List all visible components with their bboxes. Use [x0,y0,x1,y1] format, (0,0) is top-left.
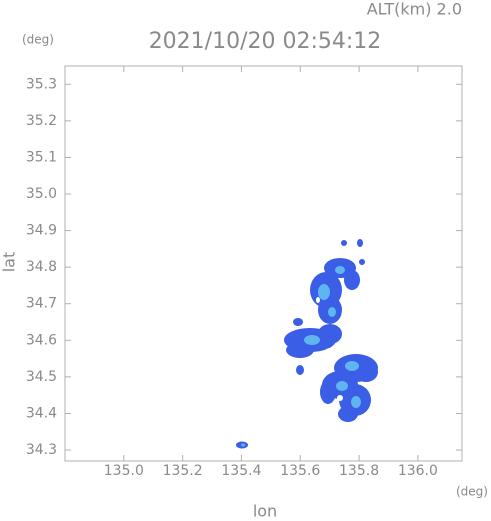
y-tick-label: 34.8 [26,259,57,275]
y-tick-label: 35.0 [26,186,57,202]
x-tick-label: 135.2 [163,463,203,479]
chart-title: 2021/10/20 02:54:12 [149,29,382,54]
x-axis-label: lon [253,502,277,521]
y-tick-label: 34.7 [26,296,57,312]
y-axis-label: lat [0,252,19,273]
y-tick-label: 34.5 [26,369,57,385]
y-unit: (deg) [22,33,54,47]
y-tick-label: 35.2 [26,113,57,129]
x-unit: (deg) [456,485,488,499]
y-tick-label: 35.3 [26,76,57,92]
plot-frame [64,65,463,462]
y-tick-label: 34.3 [26,442,57,458]
x-tick-label: 135.8 [339,463,379,479]
y-tick-label: 34.6 [26,332,57,348]
x-tick-label: 136.0 [398,463,438,479]
y-tick-label: 34.9 [26,223,57,239]
x-tick-label: 135.6 [280,463,320,479]
x-tick-label: 135.4 [221,463,261,479]
y-tick-label: 35.1 [26,149,57,165]
radar-echo [236,239,378,449]
y-tick-label: 34.4 [26,405,57,421]
annotation: ALT(km) 2.0 [367,0,462,19]
x-tick-label: 135.0 [104,463,144,479]
